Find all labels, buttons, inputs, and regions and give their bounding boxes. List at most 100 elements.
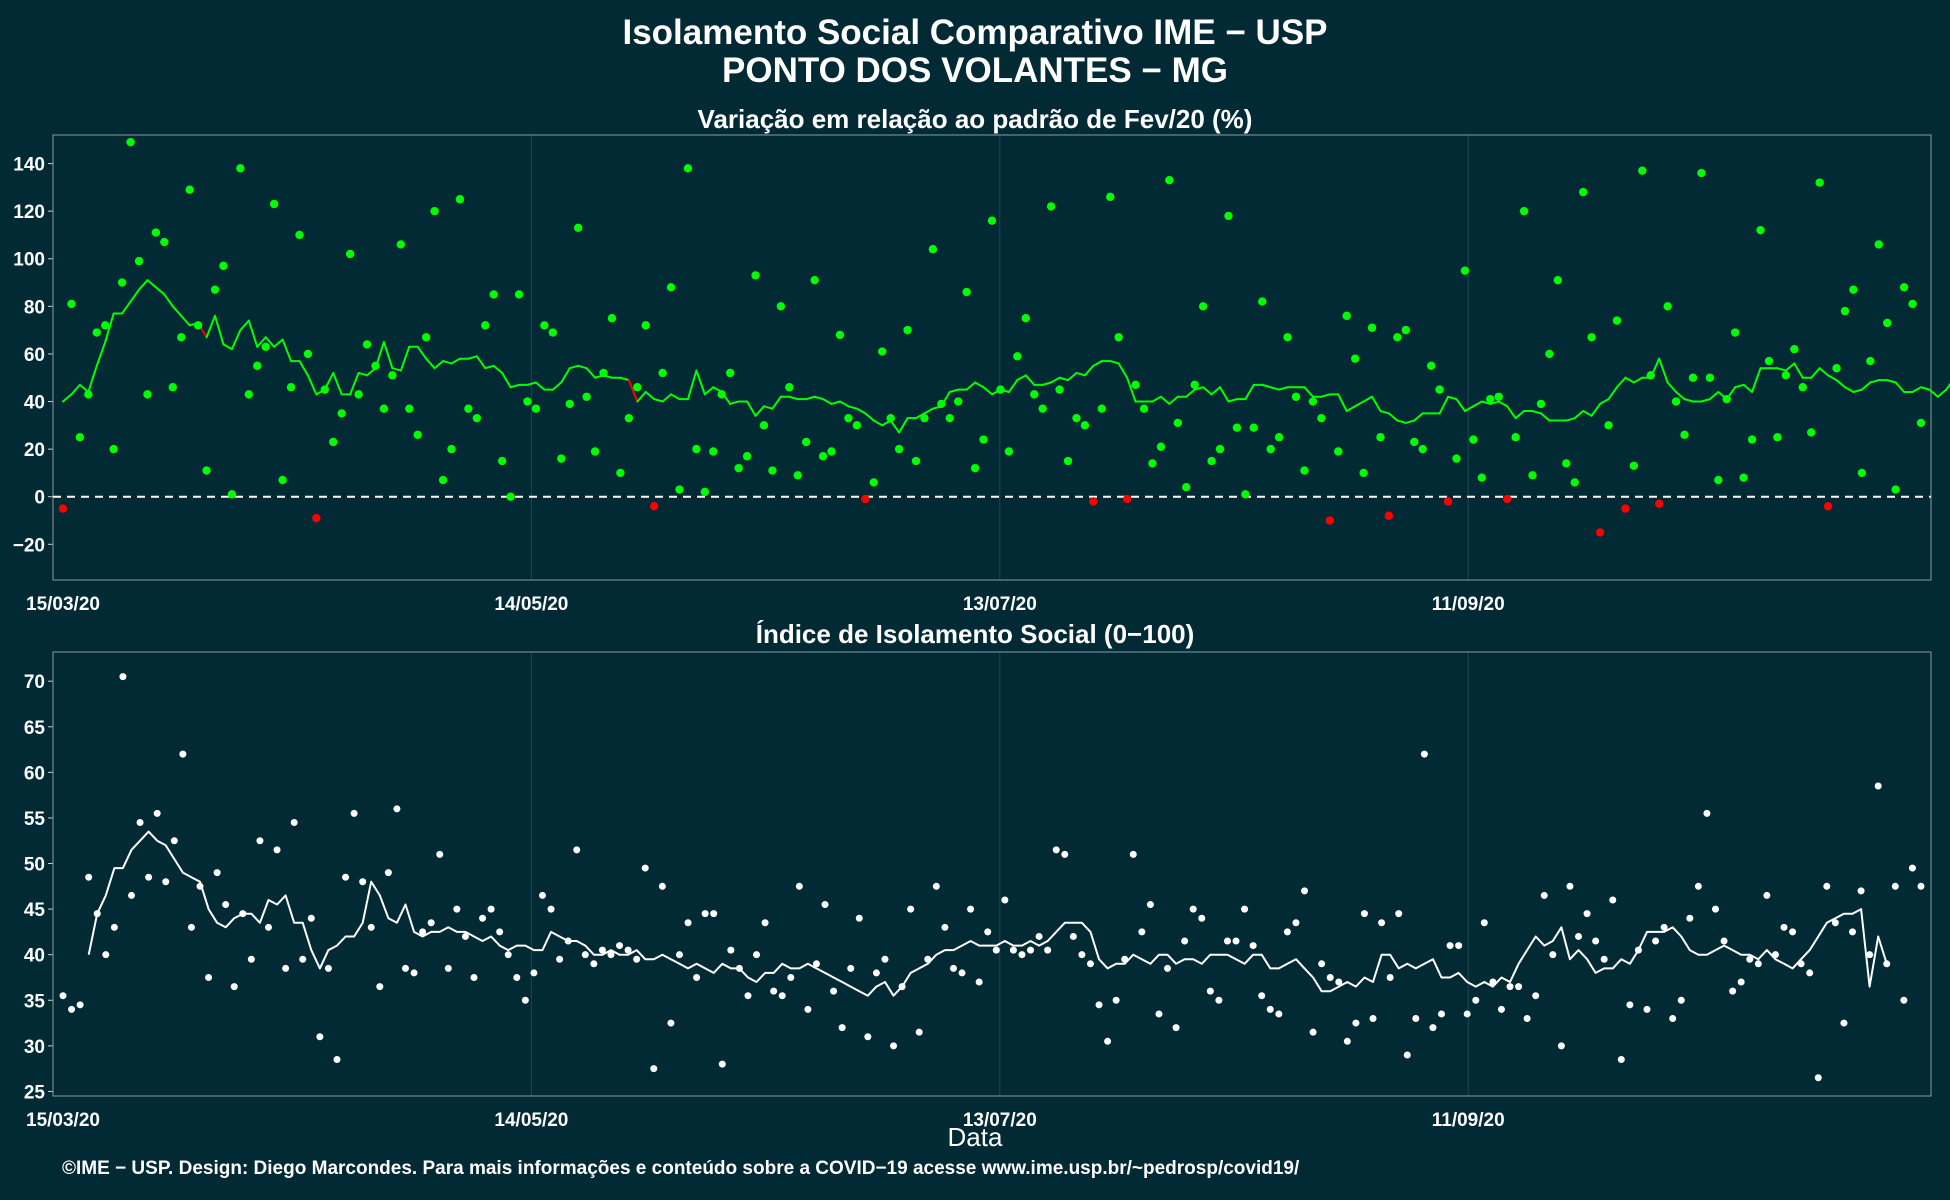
data-point: [1018, 951, 1026, 959]
data-point: [1072, 413, 1081, 423]
data-point: [1592, 937, 1600, 945]
data-point: [1756, 225, 1765, 235]
data-point: [1112, 996, 1120, 1004]
data-point: [1275, 1010, 1283, 1018]
moving-average-segment: [1413, 412, 1424, 422]
data-point: [1600, 955, 1608, 963]
moving-average-segment: [475, 355, 487, 370]
moving-average-segment: [433, 360, 445, 370]
data-point: [337, 409, 346, 418]
moving-average-segment: [1599, 398, 1610, 405]
data-point: [778, 992, 786, 1000]
data-point: [1469, 435, 1478, 444]
data-point: [753, 951, 761, 959]
moving-average-segment: [1227, 398, 1238, 403]
moving-average-segment: [729, 400, 740, 405]
moving-average-segment: [670, 393, 681, 401]
data-point: [239, 910, 247, 918]
y-tick-label: 60: [24, 345, 45, 366]
y-tick-label: 55: [24, 809, 46, 830]
data-point: [1061, 850, 1069, 858]
data-point: [1840, 306, 1850, 316]
moving-average-segment: [1675, 391, 1686, 401]
data-point: [1173, 418, 1183, 428]
moving-average-segment: [568, 364, 580, 370]
moving-average-segment: [813, 395, 825, 401]
moving-average-segment: [129, 288, 141, 303]
data-point: [1325, 516, 1335, 525]
data-point: [1300, 466, 1309, 475]
data-point: [1506, 983, 1514, 991]
data-point: [582, 392, 591, 401]
data-point: [1181, 937, 1189, 945]
data-point: [556, 955, 564, 963]
moving-average-segment: [1810, 367, 1821, 379]
moving-average-segment: [644, 391, 656, 401]
data-point: [282, 964, 290, 972]
data-point: [1849, 928, 1857, 936]
data-point: [1308, 397, 1318, 406]
moving-average-segment: [247, 319, 259, 348]
data-point: [110, 923, 118, 931]
data-point: [447, 444, 456, 454]
data-point: [768, 466, 777, 475]
moving-average-segment: [1497, 400, 1509, 408]
data-point: [734, 463, 743, 473]
data-point: [793, 471, 802, 480]
moving-average-segment: [1210, 386, 1222, 396]
data-point: [810, 275, 819, 285]
isolation-index-panel: 15/03/20 14/05/20 13/07/20 11/09/20 25 30 35 40…: [24, 651, 1932, 1131]
data-point: [256, 837, 264, 845]
moving-average-segment: [1219, 386, 1230, 403]
data-point: [984, 928, 992, 936]
moving-average-segment: [154, 286, 166, 296]
data-point: [890, 1042, 898, 1050]
data-point: [1806, 969, 1814, 977]
moving-average-segment: [399, 345, 411, 372]
data-point: [1729, 987, 1737, 995]
data-point: [987, 216, 997, 225]
data-point: [1106, 192, 1115, 202]
data-point: [1055, 385, 1064, 394]
data-point: [487, 905, 495, 913]
moving-average-segment: [746, 400, 757, 417]
data-point: [430, 206, 439, 216]
data-point: [1874, 782, 1882, 790]
data-point: [1617, 1056, 1625, 1064]
data-point: [210, 285, 220, 294]
data-point: [102, 951, 110, 959]
data-point: [75, 433, 85, 442]
data-point: [464, 404, 473, 413]
data-point: [1763, 891, 1771, 899]
data-point: [886, 413, 895, 423]
data-point: [898, 983, 906, 991]
moving-average-segment: [391, 367, 402, 372]
data-point: [185, 185, 194, 194]
data-point: [151, 228, 161, 237]
data-point: [945, 413, 954, 423]
moving-average-segment: [239, 319, 250, 332]
data-point: [649, 502, 659, 511]
data-point: [117, 278, 127, 287]
data-point: [1652, 937, 1660, 945]
data-point: [1789, 928, 1797, 936]
data-point: [168, 383, 177, 392]
data-point: [1480, 919, 1488, 927]
data-point: [675, 951, 683, 959]
data-point: [419, 928, 427, 936]
data-point: [818, 452, 828, 461]
moving-average-segment: [1387, 412, 1399, 422]
data-point: [153, 809, 161, 817]
moving-average-segment: [509, 383, 521, 389]
data-point: [1874, 240, 1883, 249]
data-point: [307, 914, 315, 922]
data-point: [367, 923, 375, 931]
moving-average-segment: [1083, 364, 1095, 377]
data-point: [1528, 471, 1537, 480]
data-point: [1367, 323, 1377, 332]
moving-average-segment: [1539, 412, 1551, 422]
data-point: [1309, 1028, 1317, 1036]
data-point: [996, 385, 1005, 394]
moving-average-segment: [1168, 395, 1179, 405]
moving-average-segment: [703, 386, 715, 396]
